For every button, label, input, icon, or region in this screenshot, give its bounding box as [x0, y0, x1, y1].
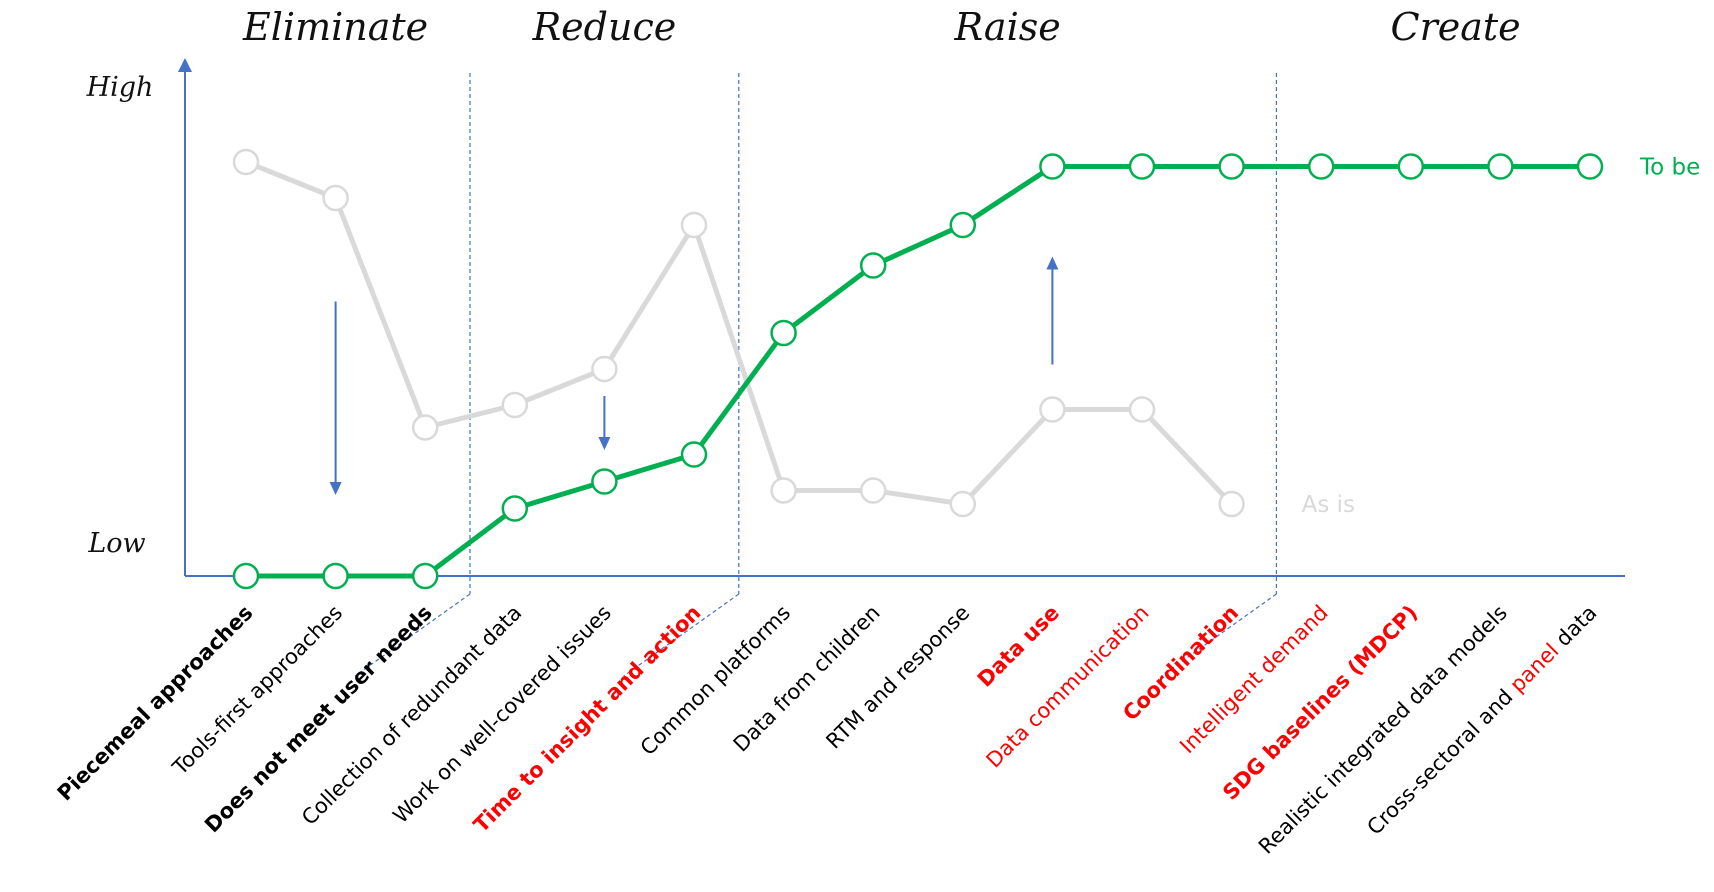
category-label-segment: Data communication: [982, 601, 1154, 773]
data-point-to-be: [1218, 153, 1245, 180]
data-point-as-is: [1039, 396, 1066, 423]
category-label-segment: Data from children: [729, 601, 885, 757]
series-to-be: To be: [232, 153, 1700, 590]
category-label-segment: Common platforms: [636, 601, 795, 760]
data-point-to-be: [411, 562, 439, 590]
section-title-eliminate: Eliminate: [242, 5, 428, 49]
category-label: Tools-first approaches: [167, 601, 347, 781]
section-divider-diagonal: [623, 593, 740, 677]
series-lines: As is To be: [232, 148, 1700, 590]
data-point-to-be: [770, 319, 797, 347]
category-label: Data communication: [982, 601, 1154, 773]
data-point-as-is: [949, 490, 977, 518]
section-titles: Eliminate Reduce Raise Create: [242, 5, 1521, 49]
section-title-reduce: Reduce: [532, 5, 677, 49]
section-divider-diagonal: [354, 593, 471, 677]
data-point-as-is: [1128, 396, 1156, 423]
y-axis-arrowhead: [178, 58, 192, 72]
data-point-to-be: [949, 211, 977, 239]
category-label: Common platforms: [636, 601, 795, 760]
data-point-to-be: [1487, 153, 1514, 180]
y-axis-low-label: Low: [87, 528, 145, 559]
trend-arrows: [329, 256, 1059, 495]
data-point-to-be: [1576, 153, 1604, 180]
series-line-as-is: [243, 159, 1235, 507]
data-point-to-be: [1128, 153, 1156, 180]
section-title-raise: Raise: [953, 5, 1060, 49]
data-point-to-be: [680, 441, 708, 468]
data-point-as-is: [411, 414, 439, 441]
category-label-segment: Data use: [973, 601, 1064, 692]
y-axis-labels: High Low: [86, 72, 154, 559]
data-point-as-is: [322, 184, 349, 212]
data-point-as-is: [859, 477, 887, 504]
data-point-as-is: [1218, 490, 1245, 518]
category-label-segment: Intelligent demand: [1175, 601, 1333, 759]
category-label-segment: data: [1546, 601, 1601, 656]
data-point-to-be: [232, 562, 260, 590]
trend-arrow-head: [1046, 256, 1059, 270]
data-point-as-is: [501, 391, 529, 419]
category-label: Data from children: [729, 601, 885, 757]
series-as-is: As is: [232, 148, 1355, 518]
axes: [178, 58, 1625, 577]
data-point-as-is: [591, 355, 618, 383]
data-point-to-be: [1397, 153, 1425, 180]
data-point-as-is: [680, 211, 708, 239]
data-point-to-be: [501, 495, 529, 522]
category-label: Intelligent demand: [1175, 601, 1333, 759]
y-axis-high-label: High: [86, 72, 154, 103]
category-label-segment: Tools-first approaches: [167, 601, 347, 781]
section-divider-diagonal: [1161, 593, 1277, 677]
series-label-as-is: As is: [1302, 492, 1355, 518]
trend-arrow-head: [598, 437, 611, 450]
data-point-as-is: [770, 477, 797, 504]
section-dividers: [354, 73, 1278, 677]
category-label: Data use: [973, 601, 1064, 692]
data-point-as-is: [232, 148, 260, 176]
data-point-to-be: [322, 562, 349, 590]
category-label-segment: Cross-sectoral and: [1362, 680, 1522, 840]
series-label-to-be: To be: [1639, 155, 1700, 181]
section-title-create: Create: [1391, 5, 1521, 49]
data-point-to-be: [1307, 153, 1335, 180]
data-point-to-be: [859, 252, 887, 279]
data-point-to-be: [591, 468, 618, 495]
trend-arrow-head: [329, 482, 342, 495]
series-line-to-be: [243, 164, 1593, 579]
data-point-to-be: [1039, 153, 1066, 180]
